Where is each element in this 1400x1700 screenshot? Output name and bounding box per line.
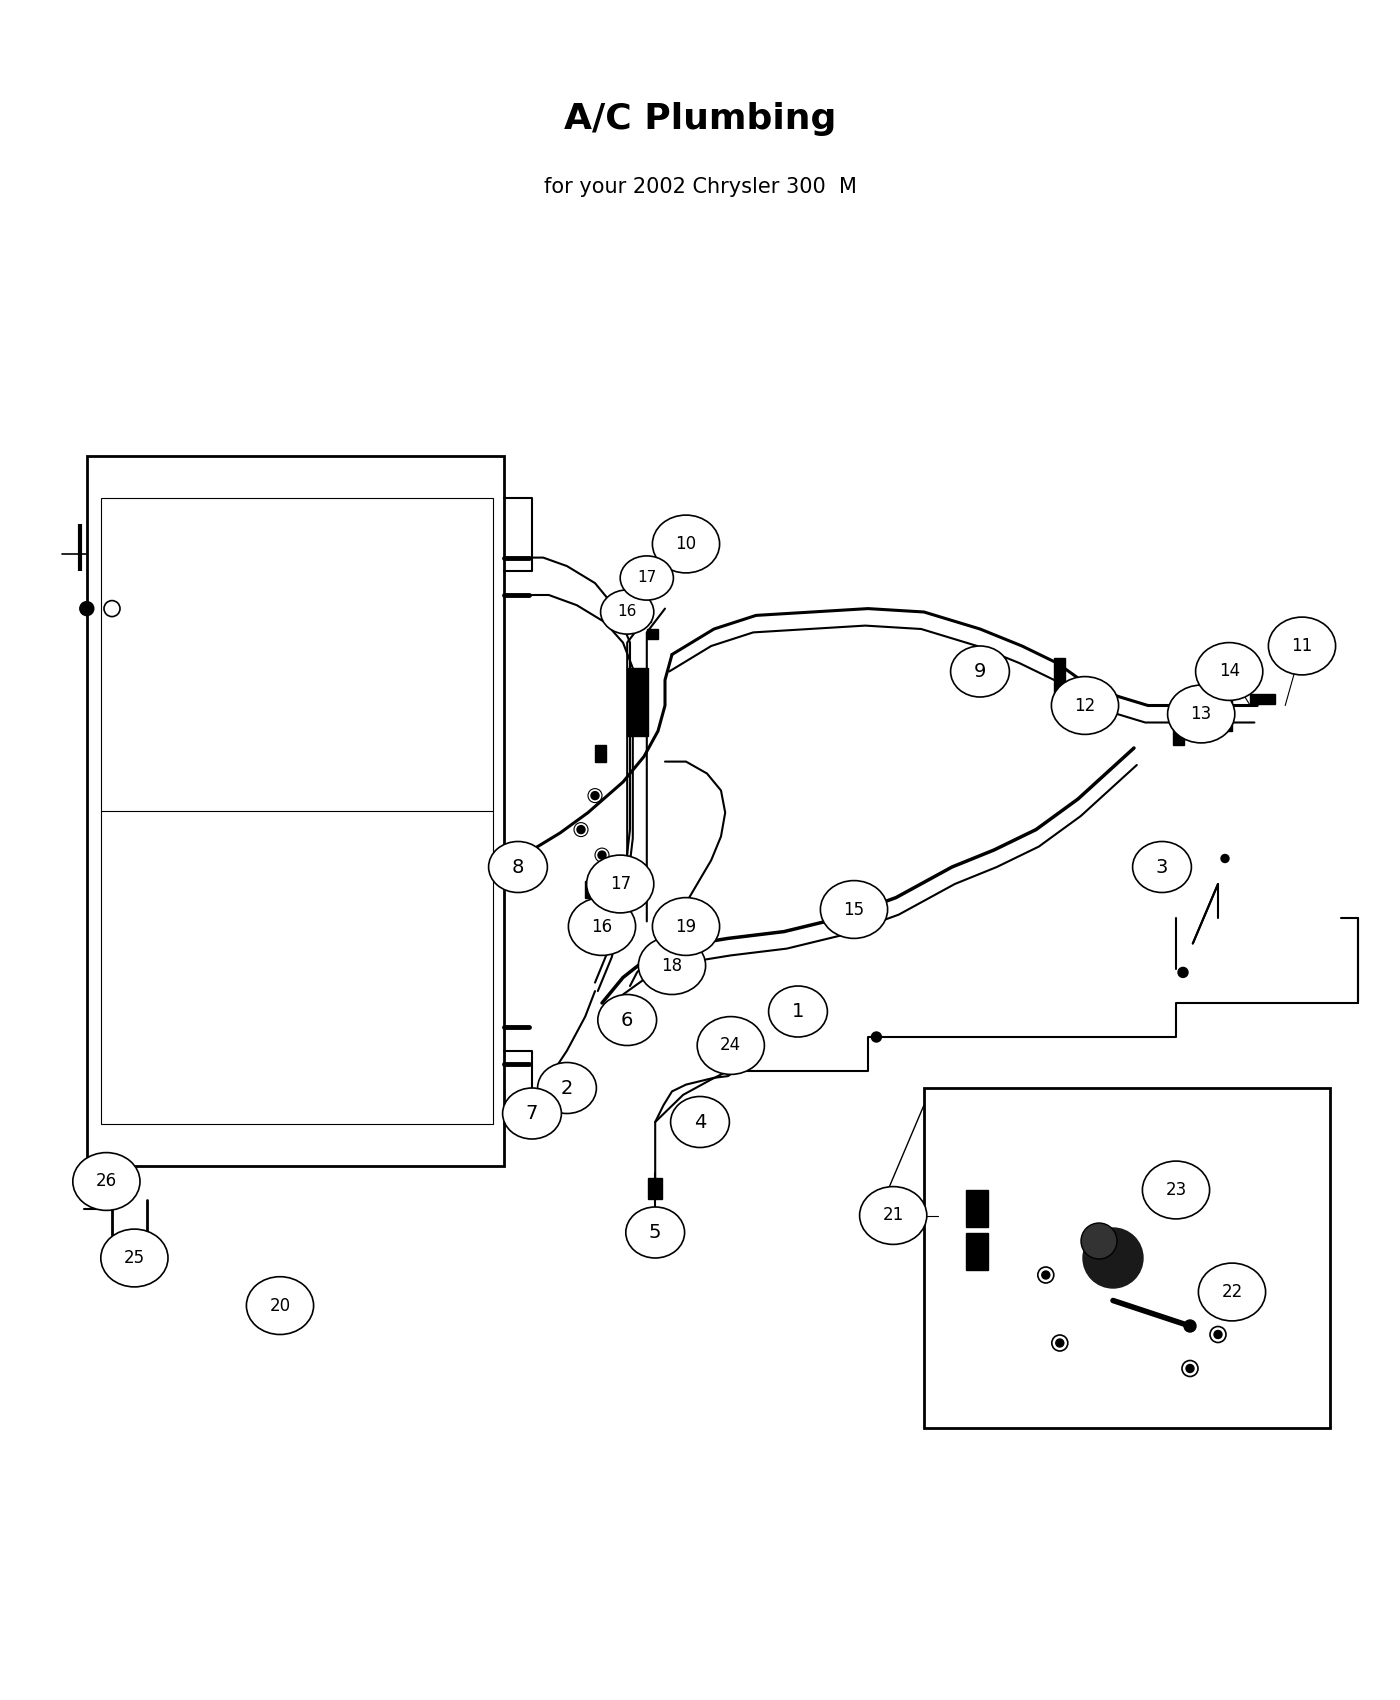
Ellipse shape bbox=[1198, 1263, 1266, 1321]
Text: 14: 14 bbox=[1218, 663, 1240, 680]
Circle shape bbox=[1182, 1360, 1198, 1377]
Bar bbox=[595, 745, 606, 762]
Ellipse shape bbox=[1268, 617, 1336, 675]
Ellipse shape bbox=[503, 1088, 561, 1139]
Text: 10: 10 bbox=[675, 536, 697, 552]
Bar bbox=[627, 668, 648, 702]
Circle shape bbox=[1042, 1272, 1050, 1278]
Text: 9: 9 bbox=[974, 661, 986, 682]
Circle shape bbox=[598, 852, 606, 858]
Ellipse shape bbox=[598, 994, 657, 1046]
Text: 11: 11 bbox=[1291, 638, 1313, 654]
Ellipse shape bbox=[587, 855, 654, 913]
Ellipse shape bbox=[671, 1096, 729, 1148]
Circle shape bbox=[1186, 1365, 1194, 1372]
Ellipse shape bbox=[1051, 677, 1119, 734]
Bar bbox=[924, 1088, 1330, 1428]
Text: for your 2002 Chrysler 300  M: for your 2002 Chrysler 300 M bbox=[543, 177, 857, 197]
Bar bbox=[1250, 694, 1275, 704]
Ellipse shape bbox=[820, 881, 888, 938]
Text: 23: 23 bbox=[1165, 1182, 1187, 1198]
Circle shape bbox=[1177, 967, 1189, 978]
Circle shape bbox=[1210, 1326, 1226, 1343]
Ellipse shape bbox=[538, 1062, 596, 1114]
Text: 2: 2 bbox=[561, 1078, 573, 1098]
Circle shape bbox=[80, 602, 94, 615]
Text: 7: 7 bbox=[526, 1103, 538, 1124]
Ellipse shape bbox=[652, 898, 720, 955]
Text: 24: 24 bbox=[720, 1037, 742, 1054]
Ellipse shape bbox=[601, 590, 654, 634]
Bar bbox=[966, 1232, 988, 1270]
Text: 12: 12 bbox=[1074, 697, 1096, 714]
Bar bbox=[647, 629, 658, 639]
Circle shape bbox=[1084, 1227, 1142, 1289]
Ellipse shape bbox=[1168, 685, 1235, 743]
Ellipse shape bbox=[638, 937, 706, 994]
Ellipse shape bbox=[1133, 842, 1191, 892]
Ellipse shape bbox=[101, 1229, 168, 1287]
Bar bbox=[966, 1190, 988, 1227]
Ellipse shape bbox=[489, 842, 547, 892]
Circle shape bbox=[1253, 697, 1261, 704]
Ellipse shape bbox=[246, 1277, 314, 1334]
Text: 1: 1 bbox=[792, 1001, 804, 1022]
Text: 17: 17 bbox=[609, 876, 631, 892]
Circle shape bbox=[1051, 1334, 1068, 1352]
Ellipse shape bbox=[697, 1017, 764, 1074]
Ellipse shape bbox=[626, 1207, 685, 1258]
Text: 26: 26 bbox=[95, 1173, 118, 1190]
Text: 4: 4 bbox=[694, 1112, 706, 1132]
Text: 19: 19 bbox=[675, 918, 697, 935]
Ellipse shape bbox=[652, 515, 720, 573]
Bar bbox=[627, 702, 648, 736]
Text: 22: 22 bbox=[1221, 1284, 1243, 1300]
Text: 25: 25 bbox=[123, 1250, 146, 1266]
Bar bbox=[637, 609, 651, 622]
Ellipse shape bbox=[769, 986, 827, 1037]
Bar bbox=[1218, 694, 1232, 731]
Circle shape bbox=[1037, 1266, 1054, 1284]
Circle shape bbox=[1214, 1331, 1222, 1338]
Bar bbox=[1173, 697, 1184, 745]
Circle shape bbox=[1056, 1340, 1064, 1346]
Text: 6: 6 bbox=[622, 1010, 633, 1030]
Ellipse shape bbox=[1196, 643, 1263, 700]
Circle shape bbox=[871, 1032, 882, 1042]
Text: 13: 13 bbox=[1190, 706, 1212, 722]
Circle shape bbox=[591, 792, 599, 799]
Bar bbox=[648, 1178, 662, 1198]
Circle shape bbox=[1221, 855, 1229, 862]
Text: 3: 3 bbox=[1156, 857, 1168, 877]
Bar bbox=[585, 881, 596, 898]
Circle shape bbox=[1184, 1319, 1196, 1333]
Text: 21: 21 bbox=[882, 1207, 904, 1224]
Text: 5: 5 bbox=[650, 1222, 661, 1243]
Ellipse shape bbox=[951, 646, 1009, 697]
Ellipse shape bbox=[568, 898, 636, 955]
Text: 16: 16 bbox=[617, 605, 637, 619]
Ellipse shape bbox=[73, 1153, 140, 1210]
Circle shape bbox=[577, 826, 585, 833]
Ellipse shape bbox=[1142, 1161, 1210, 1219]
Ellipse shape bbox=[860, 1187, 927, 1244]
Text: 20: 20 bbox=[269, 1297, 291, 1314]
Text: 17: 17 bbox=[637, 571, 657, 585]
Bar bbox=[87, 456, 504, 1166]
Text: 16: 16 bbox=[591, 918, 613, 935]
Text: A/C Plumbing: A/C Plumbing bbox=[564, 102, 836, 136]
Bar bbox=[1054, 658, 1065, 705]
Circle shape bbox=[1081, 1222, 1117, 1260]
Text: 15: 15 bbox=[843, 901, 865, 918]
Ellipse shape bbox=[620, 556, 673, 600]
Text: 8: 8 bbox=[512, 857, 524, 877]
Text: 18: 18 bbox=[661, 957, 683, 974]
Circle shape bbox=[104, 600, 120, 617]
Bar bbox=[101, 498, 493, 1124]
